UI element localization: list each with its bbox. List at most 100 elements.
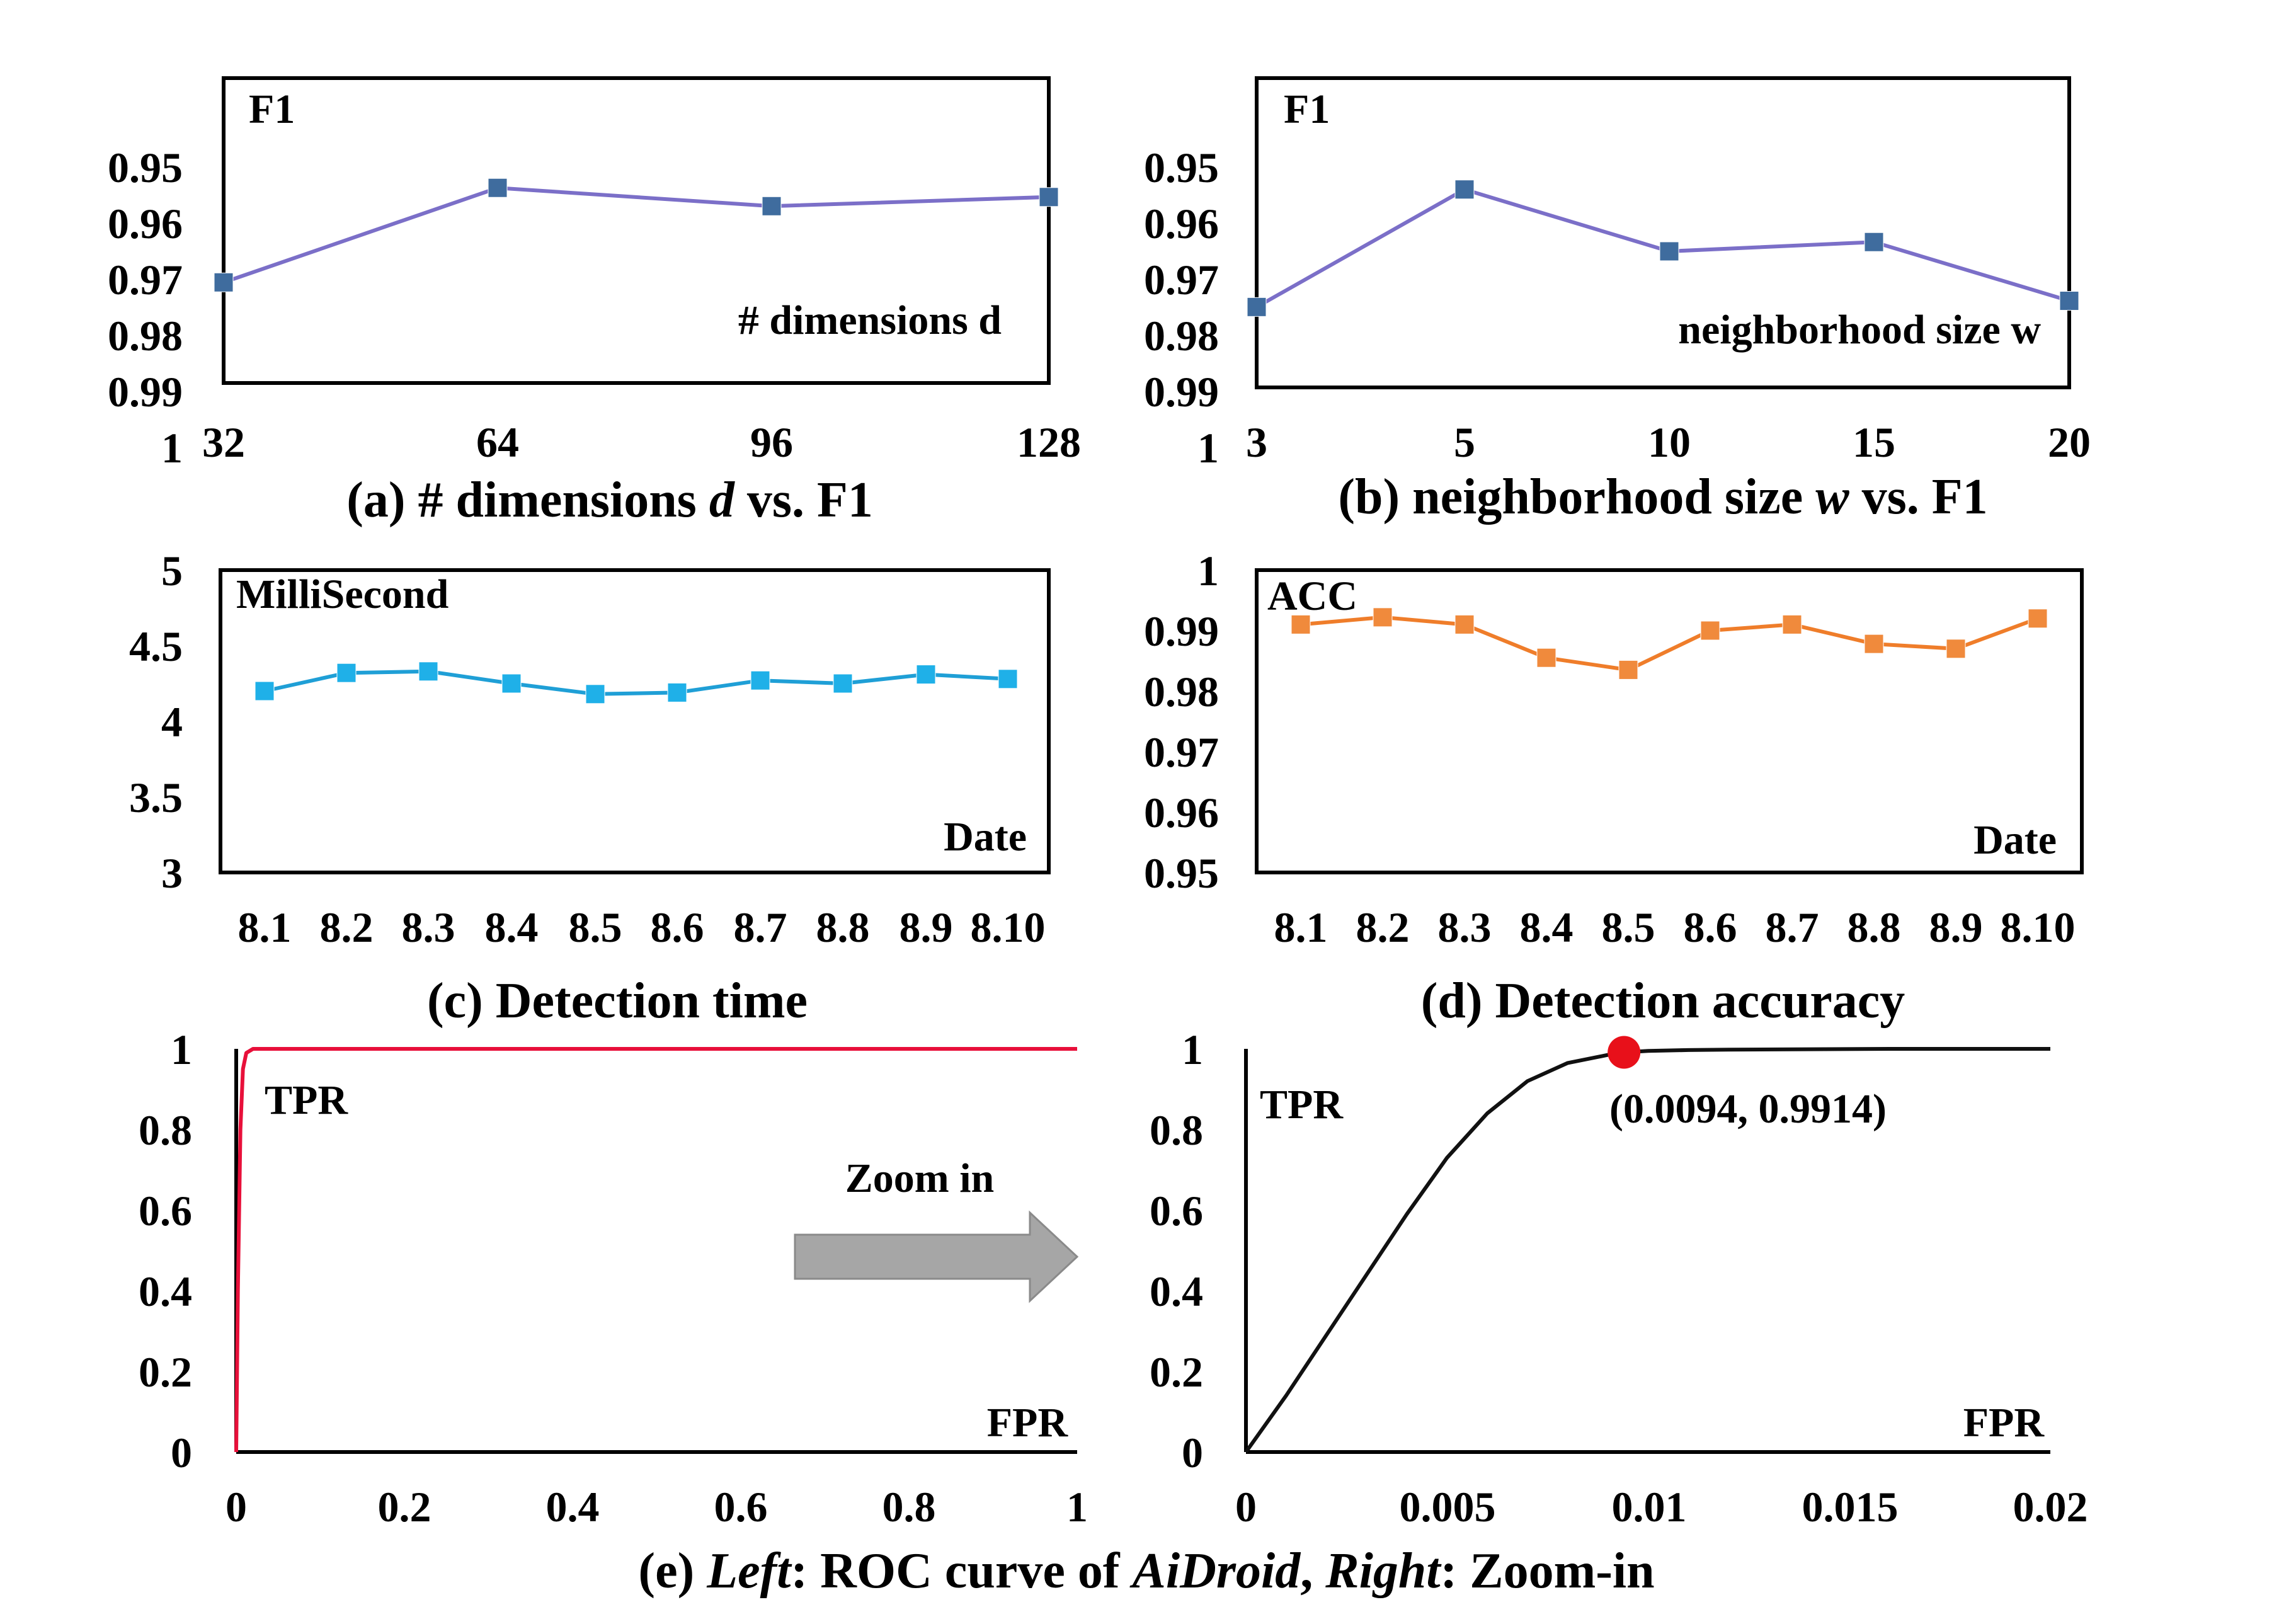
caption-part: (e) <box>638 1543 707 1599</box>
caption-part: vs. F1 <box>1849 469 1988 525</box>
y-tick-label: 0.6 <box>1150 1187 1203 1235</box>
y-tick-label: 0 <box>171 1429 192 1477</box>
x-tick-label: 8.8 <box>1848 903 1901 951</box>
y-tick-label: 0.95 <box>1144 144 1219 192</box>
x-tick-label: 1 <box>1066 1483 1088 1531</box>
y-tick-label: 3.5 <box>129 774 183 821</box>
inner-y-label: TPR <box>1260 1082 1344 1128</box>
plot-frame-c <box>219 568 1051 874</box>
data-point <box>916 665 936 685</box>
caption-part: : Zoom-in <box>1441 1543 1655 1599</box>
zoom-annotation: Zoom in <box>845 1155 995 1201</box>
data-point <box>1039 187 1059 207</box>
y-tick-label: 0.4 <box>139 1267 192 1315</box>
y-tick-label: 1 <box>1197 547 1219 595</box>
highlight-point <box>1608 1036 1641 1069</box>
inner-y-label: F1 <box>1284 86 1330 132</box>
panel-caption-c: (c) Detection time <box>427 973 808 1029</box>
plot-frame-d <box>1255 568 2084 874</box>
y-tick-label: 1 <box>1182 1026 1203 1073</box>
roc-curve <box>234 1047 1077 1453</box>
data-point <box>1782 614 1802 634</box>
data-point <box>254 681 275 701</box>
y-tick-label: 0.8 <box>139 1106 192 1154</box>
zoom-arrow <box>794 1210 1079 1303</box>
x-tick-label: 8.3 <box>402 903 455 951</box>
plot-frame-a <box>222 76 1051 385</box>
caption-part: : ROC curve of <box>791 1543 1132 1599</box>
y-tick-label: 1 <box>1197 424 1219 472</box>
panel-caption-d: (d) Detection accuracy <box>1421 973 1905 1029</box>
data-point <box>501 673 522 694</box>
inner-x-label: Date <box>1973 817 2057 863</box>
data-point <box>750 670 770 690</box>
x-tick-label: 32 <box>202 418 245 466</box>
caption-part: (b) neighborhood size <box>1338 469 1815 525</box>
x-tick-label: 8.9 <box>1929 903 1983 951</box>
y-tick-label: 0.4 <box>1150 1267 1203 1315</box>
x-tick-label: 8.7 <box>734 903 787 951</box>
data-point <box>667 682 687 702</box>
x-tick-label: 0.8 <box>882 1483 936 1531</box>
y-tick-label: 0.8 <box>1150 1106 1203 1154</box>
x-tick-label: 5 <box>1454 418 1475 466</box>
caption-part: Left <box>706 1543 792 1599</box>
y-tick-label: 0.99 <box>108 368 183 416</box>
data-point <box>1700 620 1720 641</box>
inner-y-label: ACC <box>1267 573 1357 619</box>
x-tick-label: 0.02 <box>2013 1483 2088 1531</box>
x-tick-label: 10 <box>1648 418 1691 466</box>
highlight-label: (0.0094, 0.9914) <box>1609 1086 1887 1132</box>
y-tick-label: 0.6 <box>139 1187 192 1235</box>
y-tick-label: 0.99 <box>1144 368 1219 416</box>
inner-x-label: neighborhood size w <box>1678 307 2041 353</box>
x-tick-label: 0.01 <box>1612 1483 1687 1531</box>
data-point <box>585 684 605 704</box>
y-tick-label: 0.96 <box>1144 200 1219 248</box>
x-tick-label: 8.2 <box>320 903 374 951</box>
data-point <box>1373 607 1393 627</box>
data-point <box>1864 634 1884 654</box>
caption-part: (d) Detection accuracy <box>1421 973 1905 1029</box>
y-tick-label: 4.5 <box>129 622 183 670</box>
y-tick-label: 1 <box>161 424 183 472</box>
x-tick-label: 8.7 <box>1766 903 1819 951</box>
inner-y-label: TPR <box>265 1077 348 1123</box>
data-point <box>1864 232 1884 252</box>
y-tick-label: 0.96 <box>108 200 183 248</box>
x-tick-label: 8.5 <box>1602 903 1655 951</box>
x-tick-label: 96 <box>750 418 793 466</box>
y-tick-label: 0.98 <box>1144 668 1219 716</box>
y-tick-label: 3 <box>161 849 183 897</box>
data-point <box>833 673 853 694</box>
x-tick-label: 8.4 <box>485 903 539 951</box>
y-tick-label: 0.95 <box>1144 849 1219 897</box>
inner-x-label: # dimensions d <box>738 297 1002 343</box>
data-point <box>2059 291 2079 311</box>
x-tick-label: 128 <box>1017 418 1081 466</box>
x-tick-label: 0 <box>1235 1483 1257 1531</box>
caption-part: w <box>1815 469 1849 525</box>
data-point <box>214 272 234 292</box>
inner-y-label: F1 <box>249 86 295 132</box>
series-line <box>264 669 1008 696</box>
data-point <box>998 669 1018 689</box>
data-point <box>1659 241 1679 261</box>
x-tick-label: 8.1 <box>238 903 292 951</box>
x-tick-label: 15 <box>1853 418 1895 466</box>
y-tick-label: 1 <box>171 1026 192 1073</box>
y-tick-label: 0.97 <box>1144 256 1219 304</box>
x-tick-label: 8.6 <box>651 903 704 951</box>
x-tick-label: 8.3 <box>1438 903 1492 951</box>
data-point <box>1618 660 1638 680</box>
inner-x-label: Date <box>944 814 1027 860</box>
data-point <box>1946 639 1966 659</box>
x-tick-label: 0.6 <box>714 1483 768 1531</box>
x-tick-label: 0 <box>226 1483 247 1531</box>
x-tick-label: 3 <box>1246 418 1267 466</box>
inner-x-label: FPR <box>1963 1400 2045 1446</box>
x-tick-label: 8.1 <box>1274 903 1328 951</box>
x-tick-label: 0.015 <box>1802 1483 1899 1531</box>
roc-curve <box>1244 1047 2050 1453</box>
